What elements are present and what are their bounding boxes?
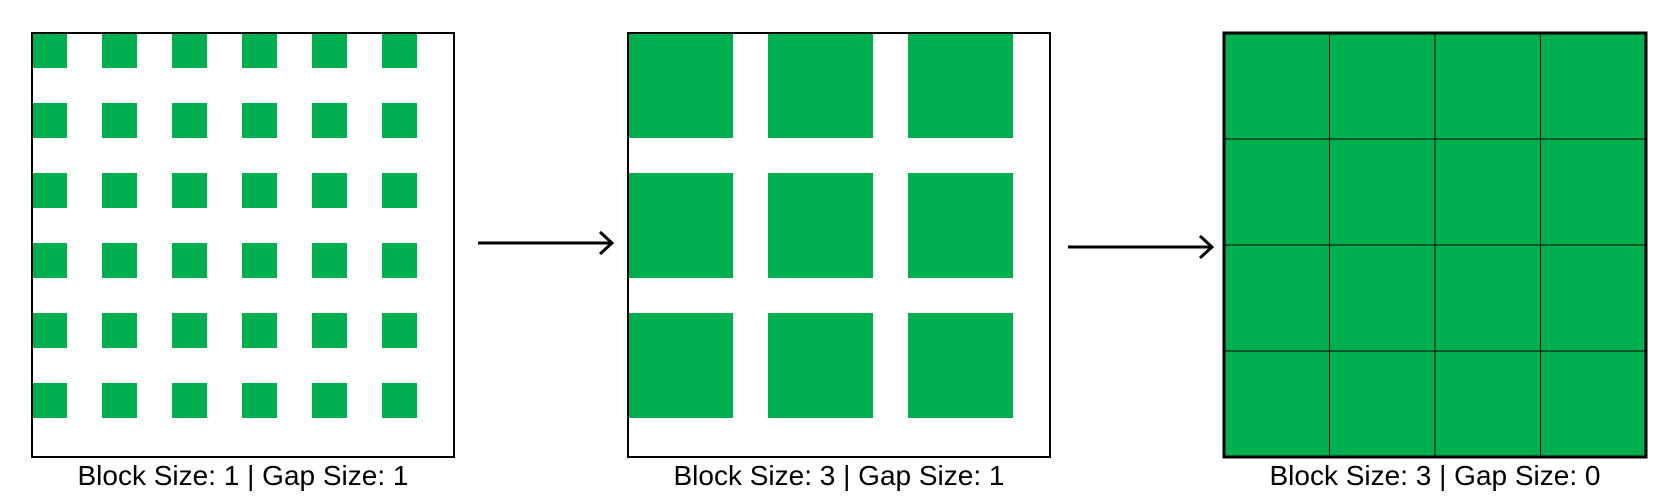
block-cell [312,383,347,418]
block-cell [1434,138,1541,246]
panel-3-caption: Block Size: 3 | Gap Size: 0 [1269,460,1601,491]
block-cell [908,313,1013,418]
block-cell [312,243,347,278]
block-cell [312,173,347,208]
block-cell [102,103,137,138]
block-cell [242,243,277,278]
block-cell [768,173,873,278]
block-cell [102,33,137,68]
block-cell [242,173,277,208]
block-cell [1434,350,1541,458]
panel-3 [1222,31,1648,459]
block-cell [1434,32,1541,140]
block-cell [172,103,207,138]
block-cell [32,173,67,208]
block-cell [172,173,207,208]
panel-1 [31,32,455,458]
block-cell [1223,138,1330,246]
block-cell [242,313,277,348]
block-cell [908,33,1013,138]
block-cell [908,173,1013,278]
block-cell [312,33,347,68]
block-cell [102,173,137,208]
block-cell [312,313,347,348]
block-cell [32,383,67,418]
block-cell [102,313,137,348]
arrow-2 [1068,234,1215,260]
block-cell [628,33,733,138]
block-cell [382,103,417,138]
block-cell [1223,350,1330,458]
block-cell [382,33,417,68]
block-cell [172,33,207,68]
block-cell [172,383,207,418]
block-cell [102,243,137,278]
block-cell [1540,350,1647,458]
block-cell [1223,244,1330,352]
block-cell [172,313,207,348]
block-cell [1223,32,1330,140]
block-cell [1434,244,1541,352]
panel-2-caption: Block Size: 3 | Gap Size: 1 [673,460,1005,491]
block-cell [628,173,733,278]
block-cell [1540,244,1647,352]
panel-1-frame-border [31,32,455,458]
block-cell [1540,32,1647,140]
block-cell [1329,350,1436,458]
block-cell [242,383,277,418]
panel-3-frame-border [1222,31,1648,459]
panel-2 [627,32,1051,458]
block-cell [768,33,873,138]
block-cell [242,103,277,138]
block-cell [1329,32,1436,140]
block-cell [32,33,67,68]
block-cell [32,313,67,348]
block-cell [312,103,347,138]
block-cell [382,383,417,418]
panel-1-caption: Block Size: 1 | Gap Size: 1 [77,460,409,491]
block-cell [172,243,207,278]
block-cell [768,313,873,418]
block-cell [32,243,67,278]
block-cell [242,33,277,68]
panel-2-frame-border [627,32,1051,458]
block-cell [1329,138,1436,246]
block-cell [382,173,417,208]
block-cell [102,383,137,418]
block-cell [628,313,733,418]
arrow-1 [478,230,615,256]
block-cell [382,243,417,278]
block-cell [1540,138,1647,246]
block-cell [1329,244,1436,352]
block-cell [32,103,67,138]
block-cell [382,313,417,348]
